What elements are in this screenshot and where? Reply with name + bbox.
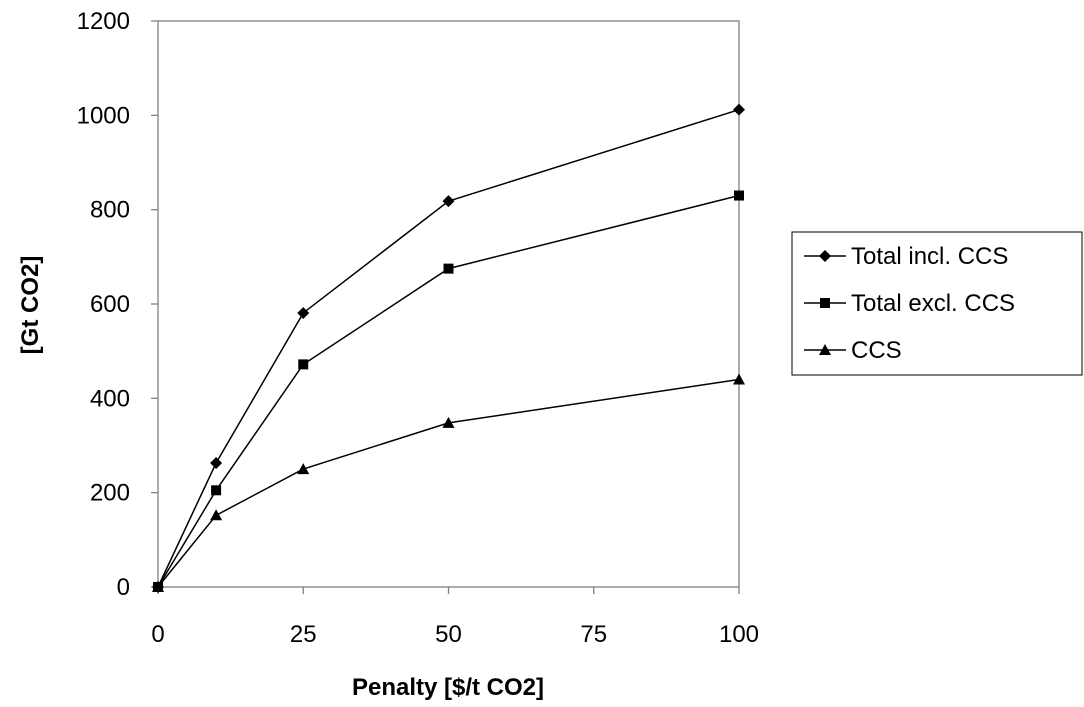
y-tick-label: 200 bbox=[90, 480, 130, 507]
square-data-point bbox=[734, 190, 744, 201]
series-line bbox=[157, 378, 740, 588]
triangle-data-point bbox=[210, 509, 223, 521]
x-axis-ticks: 0 25 50 75 100 bbox=[151, 587, 759, 648]
diamond-data-point bbox=[297, 306, 310, 319]
triangle-data-point bbox=[733, 373, 745, 385]
series-line bbox=[157, 108, 740, 588]
y-tick-label: 400 bbox=[90, 385, 130, 412]
x-axis-title: Penalty [$/t CO2] bbox=[352, 674, 544, 701]
series-0 bbox=[152, 103, 745, 593]
y-tick-label: 600 bbox=[90, 291, 130, 318]
plot-area bbox=[157, 20, 740, 588]
y-axis-title: [Gt CO2] bbox=[17, 256, 44, 355]
x-tick-label: 25 bbox=[290, 621, 317, 648]
square-data-point bbox=[298, 359, 309, 370]
legend-triangle-icon bbox=[819, 344, 831, 355]
legend-item: CCS bbox=[804, 337, 902, 364]
x-tick-label: 75 bbox=[580, 621, 607, 648]
y-tick-label: 0 bbox=[117, 574, 130, 601]
legend-diamond-icon bbox=[819, 250, 831, 262]
y-tick-label: 800 bbox=[90, 197, 130, 224]
square-data-point bbox=[211, 485, 222, 496]
x-tick-label: 0 bbox=[151, 621, 164, 648]
series-line bbox=[157, 194, 740, 588]
series-2 bbox=[152, 373, 745, 592]
legend-item: Total excl. CCS bbox=[804, 290, 1015, 317]
triangle-data-point bbox=[152, 581, 164, 592]
legend-square-icon bbox=[820, 298, 830, 308]
x-tick-label: 100 bbox=[719, 621, 759, 648]
square-data-point bbox=[443, 263, 454, 274]
triangle-data-point bbox=[442, 416, 455, 428]
y-tick-label: 1000 bbox=[77, 102, 130, 129]
diamond-data-point bbox=[210, 456, 223, 469]
legend-label: CCS bbox=[851, 337, 902, 364]
y-tick-label: 1200 bbox=[77, 8, 130, 35]
series-layer bbox=[152, 103, 745, 593]
diamond-data-point bbox=[733, 103, 745, 116]
triangle-data-point bbox=[297, 463, 310, 475]
diamond-data-point bbox=[442, 195, 455, 208]
legend-label: Total incl. CCS bbox=[851, 243, 1008, 270]
legend-item: Total incl. CCS bbox=[804, 243, 1008, 270]
legend: Total incl. CCS Total excl. CCS CCS bbox=[791, 231, 1083, 376]
x-tick-label: 50 bbox=[435, 621, 462, 648]
y-axis-ticks: 0 200 400 600 800 1000 1200 bbox=[77, 8, 158, 601]
legend-label: Total excl. CCS bbox=[851, 290, 1015, 317]
